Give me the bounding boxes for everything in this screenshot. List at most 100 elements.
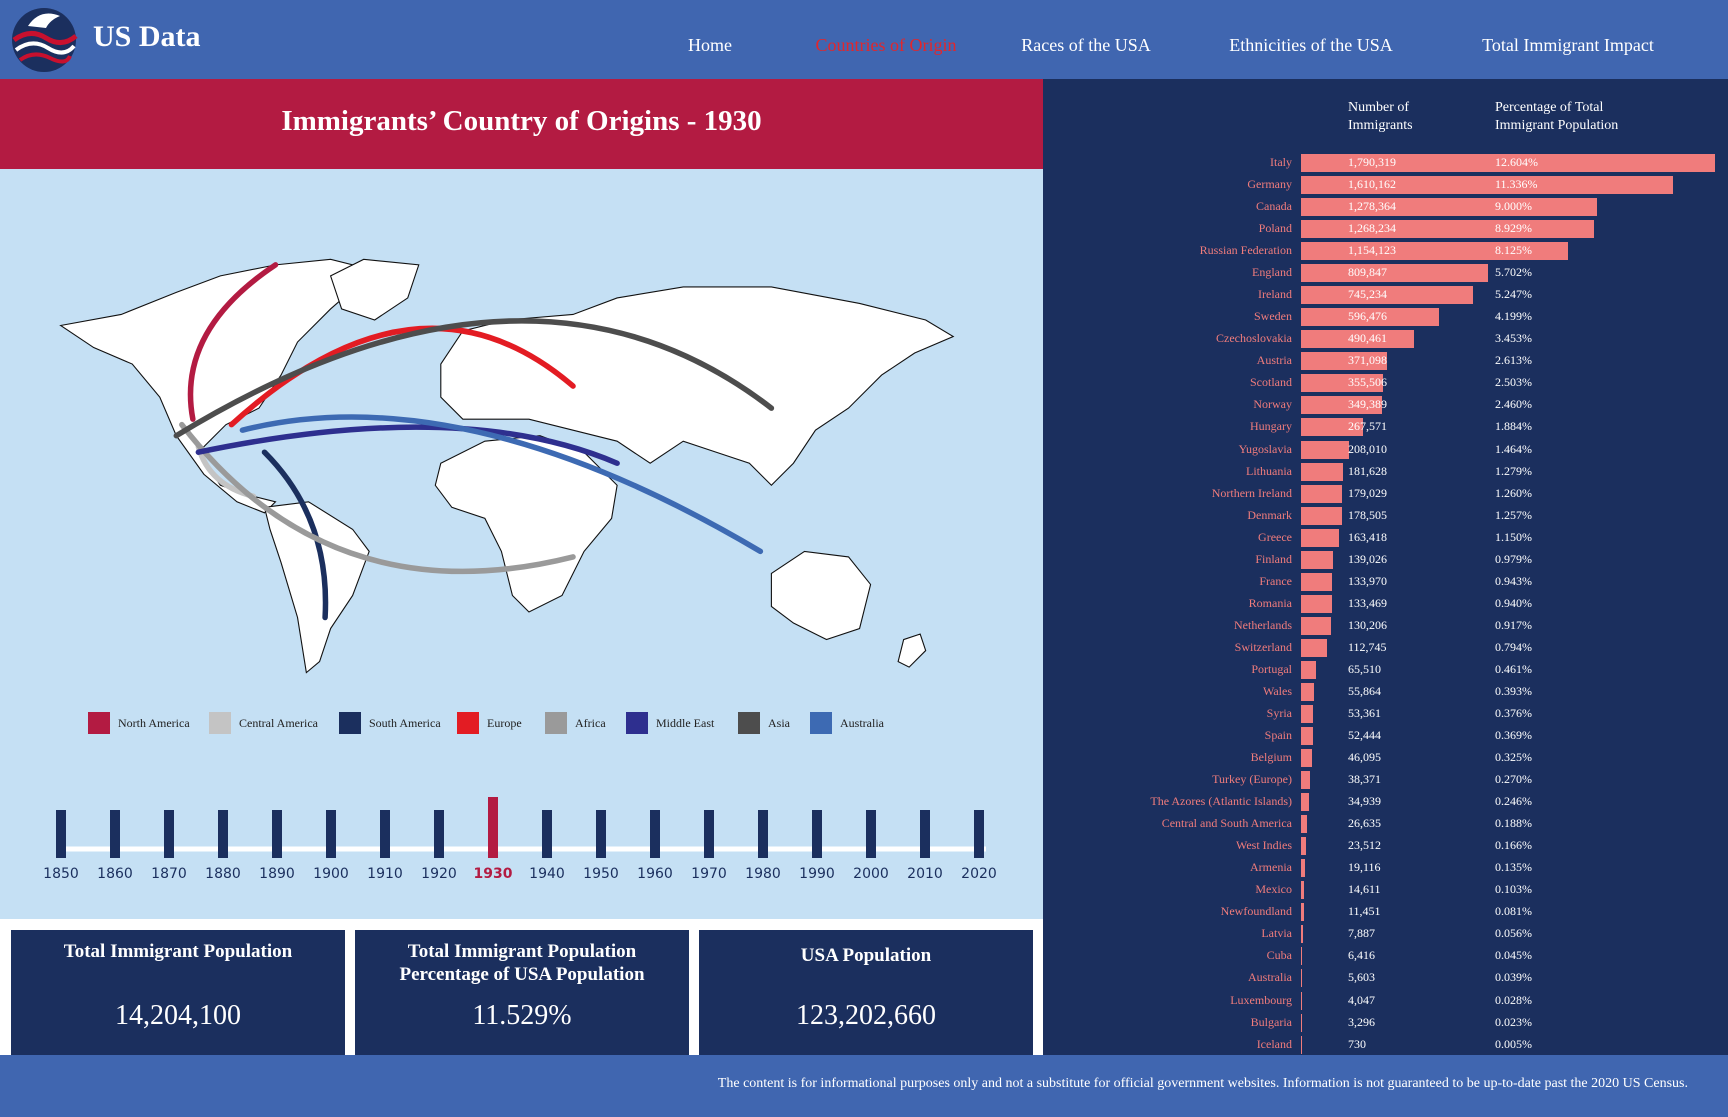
footer bbox=[0, 1055, 1728, 1117]
share-value: 0.917% bbox=[1495, 617, 1532, 632]
immigrant-count: 371,098 bbox=[1348, 353, 1387, 368]
immigrant-count: 163,418 bbox=[1348, 529, 1387, 544]
year-marker bbox=[272, 810, 282, 858]
country-name: The Azores (Atlantic Islands) bbox=[1150, 794, 1292, 809]
share-bar bbox=[1301, 264, 1489, 283]
country-name: Portugal bbox=[1251, 661, 1292, 676]
share-value: 1.257% bbox=[1495, 507, 1532, 522]
year-label[interactable]: 1960 bbox=[637, 866, 673, 882]
share-bar bbox=[1301, 859, 1306, 878]
country-name: Netherlands bbox=[1234, 617, 1292, 632]
share-bar bbox=[1301, 418, 1363, 437]
stat-label: Total Immigrant Population bbox=[63, 941, 293, 962]
country-name: Greece bbox=[1258, 529, 1292, 544]
year-label[interactable]: 1940 bbox=[529, 866, 565, 882]
year-label[interactable]: 1920 bbox=[421, 866, 457, 882]
migration-arc bbox=[239, 414, 764, 555]
country-name: Turkey (Europe) bbox=[1212, 772, 1292, 787]
country-name: Sweden bbox=[1254, 309, 1292, 324]
year-marker bbox=[650, 810, 660, 858]
nav-link[interactable]: Total Immigrant Impact bbox=[1482, 35, 1654, 55]
year-label[interactable]: 1870 bbox=[151, 866, 187, 882]
immigrant-count: 65,510 bbox=[1348, 661, 1381, 676]
legend-item: North America bbox=[88, 712, 190, 734]
year-marker bbox=[326, 810, 336, 858]
year-label[interactable]: 2010 bbox=[907, 866, 943, 882]
share-bar bbox=[1301, 154, 1715, 172]
map-title: Immigrants’ Country of Origins - 1930 bbox=[281, 105, 762, 137]
country-name: Ireland bbox=[1258, 287, 1292, 302]
migration-arc bbox=[173, 318, 775, 439]
stat-value: 11.529% bbox=[472, 1000, 572, 1031]
share-bar bbox=[1301, 308, 1439, 327]
country-name: Northern Ireland bbox=[1211, 485, 1292, 500]
country-name: Central and South America bbox=[1161, 816, 1292, 831]
migration-arc bbox=[179, 421, 576, 575]
share-bar bbox=[1301, 440, 1350, 459]
share-bar bbox=[1301, 550, 1334, 569]
immigrant-count: 139,026 bbox=[1348, 551, 1387, 566]
year-label[interactable]: 1890 bbox=[259, 866, 295, 882]
share-value: 0.188% bbox=[1495, 816, 1532, 831]
immigrant-count: 809,847 bbox=[1348, 265, 1387, 280]
immigrant-count: 179,029 bbox=[1348, 485, 1387, 500]
legend-label: South America bbox=[369, 715, 441, 730]
year-marker bbox=[380, 810, 390, 858]
share-bar bbox=[1301, 749, 1312, 768]
immigrant-count: 26,635 bbox=[1348, 816, 1381, 831]
country-name: Finland bbox=[1255, 551, 1292, 566]
share-value: 8.125% bbox=[1495, 243, 1532, 258]
share-bar bbox=[1301, 660, 1317, 679]
share-value: 0.369% bbox=[1495, 728, 1532, 743]
share-bar bbox=[1301, 198, 1597, 217]
immigrant-count: 355,506 bbox=[1348, 375, 1387, 390]
country-name: Canada bbox=[1256, 199, 1292, 214]
legend-label: Middle East bbox=[656, 715, 715, 730]
share-bar bbox=[1301, 506, 1343, 525]
country-name: England bbox=[1252, 265, 1292, 280]
year-label[interactable]: 1950 bbox=[583, 866, 619, 882]
immigrant-count: 181,628 bbox=[1348, 463, 1387, 478]
legend-swatch bbox=[738, 712, 760, 734]
country-name: Italy bbox=[1270, 155, 1292, 169]
immigrant-count: 267,571 bbox=[1348, 419, 1387, 434]
year-marker bbox=[542, 810, 552, 858]
migration-arc bbox=[261, 449, 329, 621]
nav-link[interactable]: Countries of Origin bbox=[815, 35, 957, 55]
year-label[interactable]: 2020 bbox=[961, 866, 997, 882]
immigrant-count: 1,790,319 bbox=[1348, 155, 1396, 169]
year-label[interactable]: 1910 bbox=[367, 866, 403, 882]
share-bar bbox=[1301, 220, 1595, 239]
share-value: 0.135% bbox=[1495, 860, 1532, 875]
legend-label: Asia bbox=[768, 715, 790, 730]
legend-swatch bbox=[209, 712, 231, 734]
year-label[interactable]: 1970 bbox=[691, 866, 727, 882]
year-label[interactable]: 1980 bbox=[745, 866, 781, 882]
logo bbox=[12, 8, 78, 72]
nav-link[interactable]: Ethnicities of the USA bbox=[1229, 35, 1393, 55]
share-bar bbox=[1301, 1013, 1302, 1032]
year-label[interactable]: 2000 bbox=[853, 866, 889, 882]
nav-link[interactable]: Races of the USA bbox=[1021, 35, 1151, 55]
year-marker bbox=[164, 810, 174, 858]
immigrant-count: 34,939 bbox=[1348, 794, 1381, 809]
share-value: 1.150% bbox=[1495, 529, 1532, 544]
year-label[interactable]: 1990 bbox=[799, 866, 835, 882]
immigrant-count: 596,476 bbox=[1348, 309, 1387, 324]
map-header bbox=[0, 79, 1043, 169]
legend-item: Europe bbox=[457, 712, 522, 734]
immigrant-count: 745,234 bbox=[1348, 287, 1387, 302]
year-label[interactable]: 1880 bbox=[205, 866, 241, 882]
country-name: Luxembourg bbox=[1230, 992, 1292, 1007]
share-value: 0.393% bbox=[1495, 683, 1532, 698]
immigrant-count: 730 bbox=[1348, 1036, 1366, 1051]
nav-link[interactable]: Home bbox=[688, 35, 732, 55]
country-name: Spain bbox=[1264, 728, 1292, 743]
year-label[interactable]: 1900 bbox=[313, 866, 349, 882]
share-bar bbox=[1301, 594, 1332, 613]
year-label[interactable]: 1850 bbox=[43, 866, 79, 882]
year-label[interactable]: 1930 bbox=[473, 866, 513, 882]
immigrant-count: 23,512 bbox=[1348, 838, 1381, 853]
immigrant-count: 52,444 bbox=[1348, 728, 1381, 743]
year-label[interactable]: 1860 bbox=[97, 866, 133, 882]
